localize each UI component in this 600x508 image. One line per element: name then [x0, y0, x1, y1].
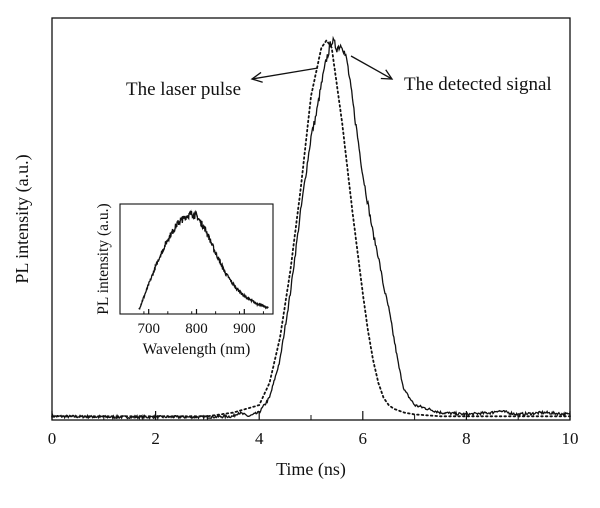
main-x-tick-label: 10	[562, 429, 579, 448]
main-detected-signal-series	[51, 35, 571, 421]
arrow-detected-signal	[350, 55, 393, 80]
main-x-tick-label: 6	[359, 429, 368, 448]
inset-x-tick-label: 800	[185, 321, 208, 337]
main-laser-pulse-series	[51, 38, 571, 418]
main-plot: 0 2 4 6 8 10 Time (ns) PL intensity (a.u.)	[12, 17, 579, 480]
main-x-tick-label: 4	[255, 429, 264, 448]
arrow-detected-signal-head	[380, 69, 394, 80]
main-x-tick-label: 2	[151, 429, 160, 448]
inset-y-axis-label: PL intensity (a.u.)	[95, 203, 112, 314]
main-x-axis-label: Time (ns)	[276, 459, 346, 480]
arrow-laser-pulse	[251, 67, 319, 80]
annotation-detected-signal: The detected signal	[404, 74, 552, 95]
inset-background	[120, 204, 273, 314]
inset-plot: 700 800 900 Wavelength (nm) PL intensity (a.…	[95, 203, 274, 358]
inset-x-tick-label: 700	[137, 321, 160, 337]
inset-x-axis-label: Wavelength (nm)	[143, 341, 251, 358]
main-x-tick-label: 8	[462, 429, 471, 448]
arrow-laser-pulse-head	[250, 71, 263, 83]
annotations: The laser pulse The detected signal	[126, 55, 552, 100]
inset-detected-signal-series	[138, 209, 269, 310]
annotation-laser-pulse: The laser pulse	[126, 79, 241, 100]
inset-x-tick-label: 900	[233, 321, 256, 337]
main-y-axis-label: PL intensity (a.u.)	[12, 154, 33, 283]
main-x-tick-label: 0	[48, 429, 57, 448]
